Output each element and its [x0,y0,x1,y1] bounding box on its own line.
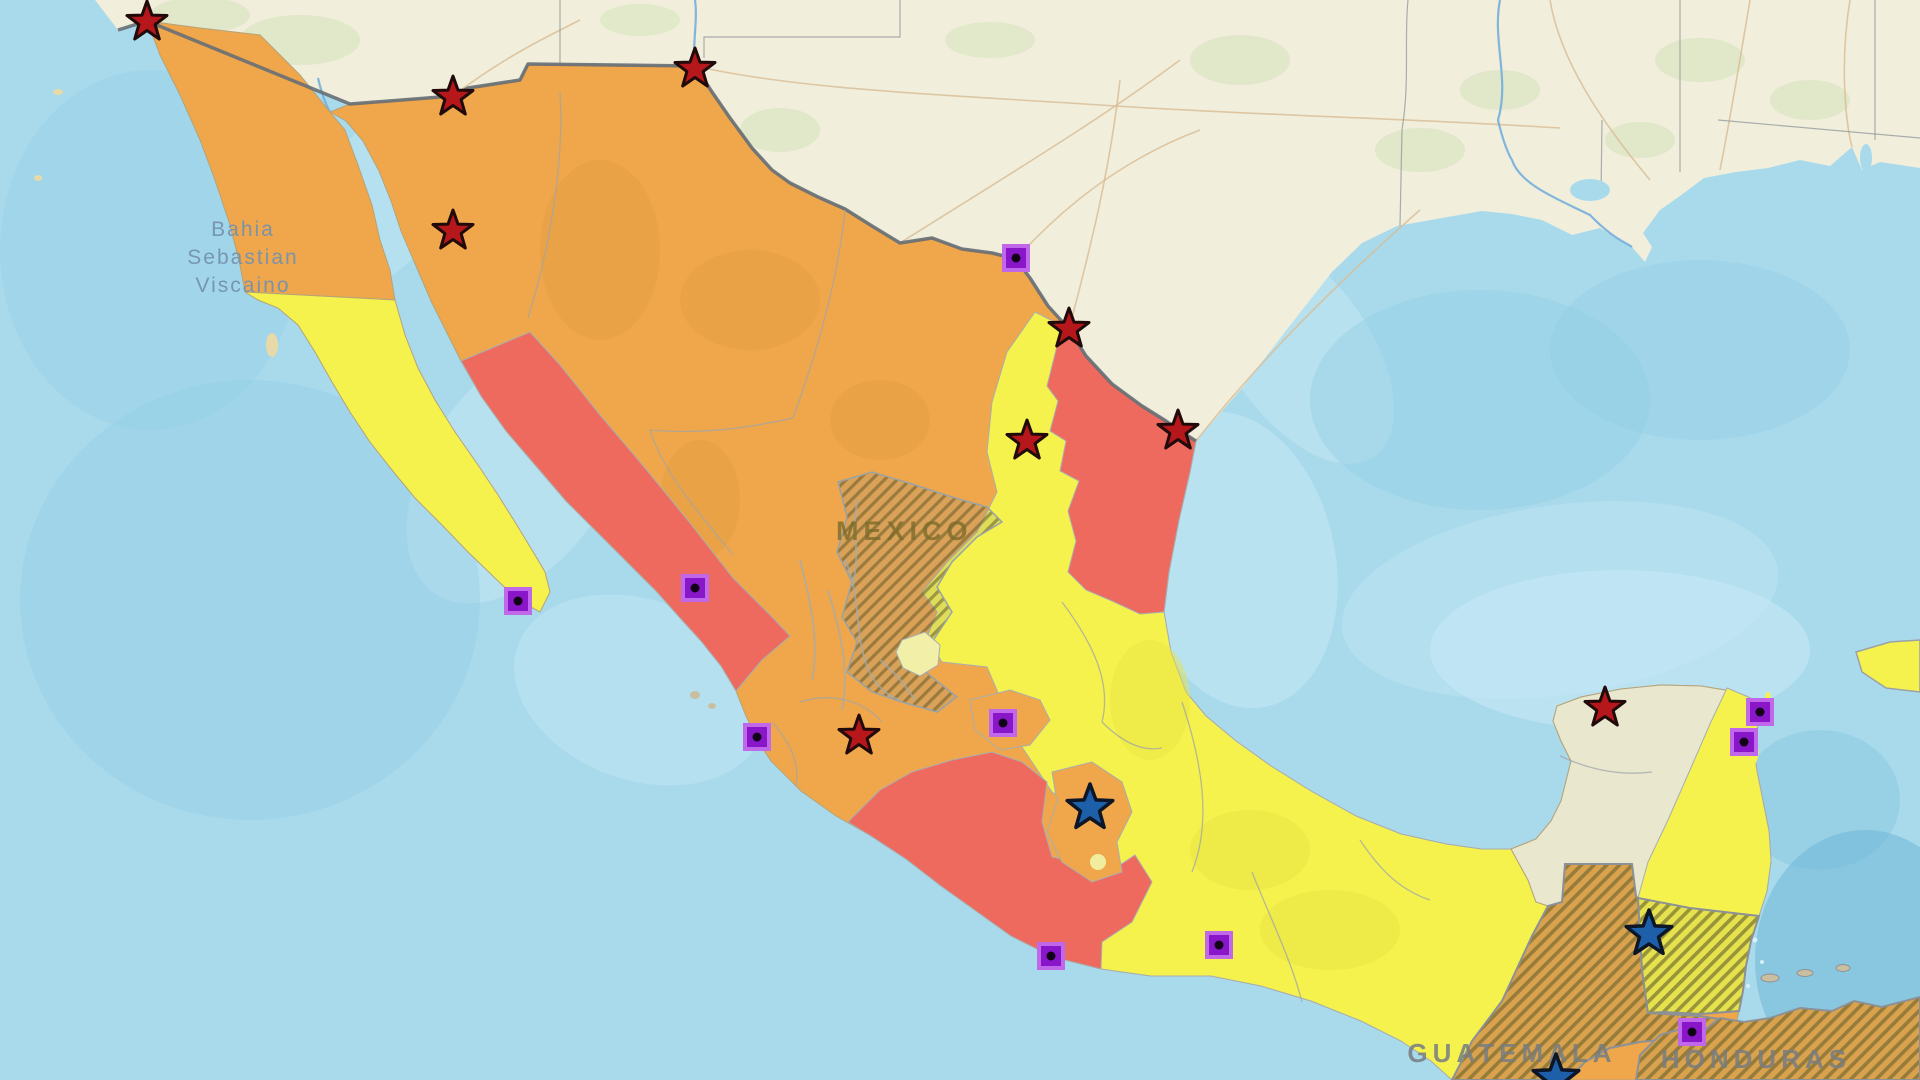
bay-island [1835,964,1851,972]
red-star-marker[interactable] [1005,418,1049,460]
purple-square-marker[interactable] [681,574,709,602]
map-labels: MEXICO GUATEMALA HONDURAS Bahia Sebastia… [187,218,1851,1074]
label-guatemala: GUATEMALA [1407,1038,1616,1068]
purple-square-marker[interactable] [1746,698,1774,726]
us-rivers [316,0,1872,248]
reef-speckle [1746,984,1750,988]
red-star-marker[interactable] [1156,408,1200,450]
red-star-marker[interactable] [837,713,881,755]
zacatecas-restricted-hatch [836,471,1004,713]
terrain-shading [540,160,930,560]
red-star-marker[interactable] [125,0,169,41]
bay-island [1796,969,1814,977]
purple-square-marker[interactable] [1037,942,1065,970]
blue-star-marker[interactable] [1624,908,1674,956]
red-star-marker[interactable] [431,74,475,116]
pacific-islet [34,175,42,181]
mexico-gray-roads [799,559,846,711]
blue-star-marker[interactable] [1531,1052,1581,1080]
isla-cedros [266,333,278,357]
bay-island [1760,973,1780,983]
label-mexico: MEXICO [836,516,973,546]
us-state-borders [559,0,1920,227]
baja-california-orange [146,20,396,301]
gulf-island [325,248,335,268]
valley-patch [1090,854,1106,870]
purple-square-marker[interactable] [1678,1018,1706,1046]
label-bahia-line1: Bahia [211,218,275,241]
borders [117,19,1653,1003]
baja-california-sur-yellow [244,291,551,613]
red-star-marker[interactable] [1047,306,1091,348]
purple-square-marker[interactable] [1205,931,1233,959]
red-star-marker[interactable] [1583,685,1627,727]
mexico-state-lines [527,91,1653,1003]
mexico-state-orange [1046,761,1133,883]
islas-marias [708,703,716,709]
label-honduras: HONDURAS [1661,1044,1851,1074]
reef-speckle [1752,937,1758,943]
pacific-islet [53,89,63,95]
us-landmass [95,0,1920,442]
purple-square-marker[interactable] [989,709,1017,737]
zacatecas-gray-roads [844,499,916,701]
markers-layer [125,0,1774,1080]
purple-square-marker[interactable] [1730,728,1758,756]
us-mexico-border [117,19,1197,443]
lake [1570,179,1610,201]
belize-hatched [1636,896,1761,1016]
blue-star-marker[interactable] [1065,782,1115,830]
reef-speckle [1760,960,1764,964]
baja-peninsula [34,20,716,709]
gulf-island [310,202,326,234]
red-star-marker[interactable] [431,208,475,250]
purple-square-marker[interactable] [743,723,771,751]
yellow-terrain-shading [1110,640,1400,970]
us-vegetation-patches [150,0,1850,172]
cuba-west-tip [1855,639,1920,693]
purple-square-marker[interactable] [504,587,532,615]
purple-square-marker[interactable] [1002,244,1030,272]
red-star-marker[interactable] [673,46,717,88]
label-bahia-line2: Sebastian [187,246,298,269]
islas-marias [690,691,700,699]
michoacan-guerrero-red [847,751,1153,970]
label-bahia-line3: Viscaino [196,274,291,297]
us-roads [452,0,1853,442]
aguascalientes-pale [895,631,941,677]
mobile-bay [1860,144,1872,172]
